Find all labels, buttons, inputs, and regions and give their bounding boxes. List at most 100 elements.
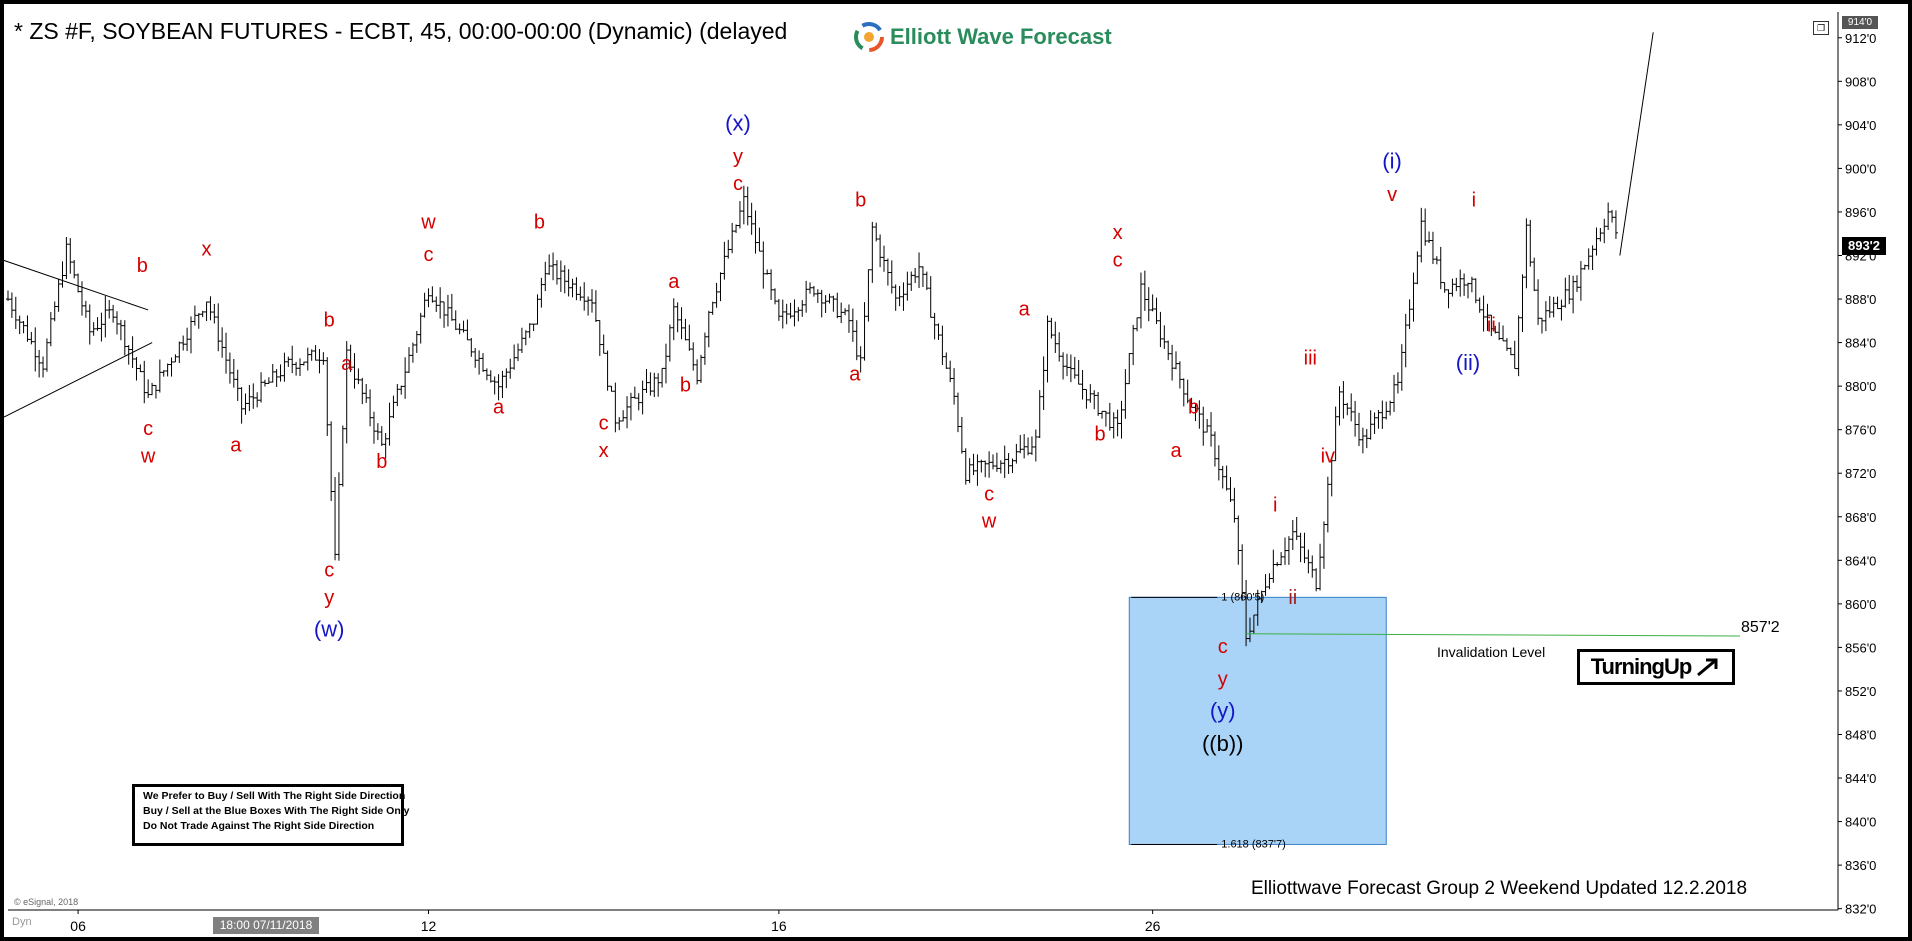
wave-label: c <box>1113 249 1123 271</box>
wave-label: b <box>534 211 545 233</box>
wave-label: c <box>599 413 609 435</box>
wave-label: w <box>981 511 997 533</box>
wave-label: (y) <box>1210 698 1236 723</box>
price-tick-label: 884'0 <box>1845 336 1876 351</box>
wave-label: a <box>1019 298 1031 320</box>
time-tick-label: 16 <box>771 918 787 934</box>
blue-box-layer: 1 (860'5) 1.618 (837'7) <box>1128 591 1387 850</box>
price-tick-label: 872'0 <box>1845 466 1876 481</box>
arrow-up-right-icon <box>1697 658 1718 677</box>
price-tick-label: 904'0 <box>1845 118 1876 133</box>
wave-label: y <box>1218 669 1228 691</box>
price-tick-label: 900'0 <box>1845 161 1876 176</box>
projection-line <box>1619 32 1654 256</box>
footer-note: Elliottwave Forecast Group 2 Weekend Upd… <box>1251 878 1748 899</box>
restore-window-icon[interactable]: ❐ <box>1813 21 1829 35</box>
blue-box-zone <box>1128 596 1387 845</box>
wave-label: c <box>143 418 153 440</box>
wave-label: a <box>668 271 680 293</box>
price-tick-label: 856'0 <box>1845 640 1876 655</box>
wave-label: i <box>1472 190 1476 212</box>
dyn-label: Dyn <box>12 916 32 928</box>
wave-label: ((b)) <box>1202 731 1244 756</box>
price-tick-label: 888'0 <box>1845 292 1876 307</box>
wave-label: b <box>324 309 335 331</box>
wave-label: a <box>341 353 353 375</box>
rule-line: Buy / Sell at the Blue Boxes With The Ri… <box>143 805 410 817</box>
logo-icon <box>854 22 884 52</box>
wave-label: y <box>324 587 334 609</box>
wave-label: a <box>493 396 505 418</box>
wave-label: b <box>376 451 387 473</box>
wave-label: b <box>855 190 866 212</box>
rule-line: Do Not Trade Against The Right Side Dire… <box>143 820 375 832</box>
wave-label: x <box>599 440 609 462</box>
wave-label: (i) <box>1382 148 1402 173</box>
time-tick-label: 26 <box>1145 918 1161 934</box>
price-chart[interactable]: 1 (860'5) 1.618 (837'7) 832'0 836'0 840'0 84… <box>4 4 1908 937</box>
invalidation-price-label: 857'2 <box>1741 619 1780 636</box>
wave-label: b <box>137 255 148 277</box>
wave-label: a <box>230 434 242 456</box>
price-tick-label: 912'0 <box>1845 31 1876 46</box>
triangle-lower-line <box>4 342 153 418</box>
logo-text: Elliott Wave Forecast <box>890 24 1112 49</box>
wave-label: w <box>140 445 156 467</box>
overlay-layer: Invalidation Level 857'2 <box>4 32 1780 660</box>
wave-label: iv <box>1321 445 1335 467</box>
wave-label: b <box>680 375 691 397</box>
price-tick-label: 880'0 <box>1845 379 1876 394</box>
price-tick-label: 844'0 <box>1845 771 1876 786</box>
price-tick-label: 832'0 <box>1845 902 1876 917</box>
wave-label: x <box>1113 222 1123 244</box>
price-tick-label: 840'0 <box>1845 815 1876 830</box>
fib-level-label: 1 (860'5) <box>1221 591 1264 603</box>
price-tick-label: 852'0 <box>1845 684 1876 699</box>
fib-level-label: 1.618 (837'7) <box>1221 838 1285 850</box>
chart-window: 1 (860'5) 1.618 (837'7) 832'0 836'0 840'0 84… <box>4 4 1908 937</box>
invalidation-line <box>1246 633 1741 637</box>
price-tick-label: 908'0 <box>1845 74 1876 89</box>
price-tick-label: 868'0 <box>1845 510 1876 525</box>
crosshair-date-label: 18:00 07/11/2018 <box>213 917 319 934</box>
wave-label: a <box>1170 440 1182 462</box>
wave-label: (w) <box>314 617 345 642</box>
wave-label: a <box>849 364 861 386</box>
price-tick-label: 876'0 <box>1845 423 1876 438</box>
axis-layer: 832'0 836'0 840'0 844'0 848'0 852'0 856'0 860'0… <box>8 12 1876 934</box>
price-tick-label: 864'0 <box>1845 553 1876 568</box>
wave-label: i <box>1273 494 1277 516</box>
turning-up-text: TurningUp <box>1590 654 1693 679</box>
wave-label: c <box>324 560 334 582</box>
wave-label: c <box>984 483 994 505</box>
wave-label: c <box>1218 636 1228 658</box>
price-tick-label: 860'0 <box>1845 597 1876 612</box>
wave-label: (x) <box>725 110 751 135</box>
trading-rules-box: We Prefer to Buy / Sell With The Right S… <box>132 784 410 846</box>
wave-label: c <box>733 173 743 195</box>
brand-logo: Elliott Wave Forecast <box>854 22 1112 52</box>
time-tick-label: 12 <box>421 918 437 934</box>
wave-label: b <box>1095 424 1106 446</box>
current-price-tag: 893'2 <box>1842 237 1886 255</box>
price-tick-label: 836'0 <box>1845 858 1876 873</box>
price-tick-label: 848'0 <box>1845 727 1876 742</box>
wave-label: iii <box>1304 347 1317 369</box>
wave-label: b <box>1188 396 1199 418</box>
turning-up-badge: TurningUp <box>1577 649 1735 685</box>
price-tick-label: 896'0 <box>1845 205 1876 220</box>
top-price-tag: 914'0 <box>1842 16 1878 29</box>
wave-label: c <box>423 244 433 266</box>
time-tick-label: 06 <box>70 918 86 934</box>
wave-label: x <box>202 238 212 260</box>
invalidation-label: Invalidation Level <box>1437 644 1545 660</box>
wave-label: ii <box>1487 315 1496 337</box>
chart-title: * ZS #F, SOYBEAN FUTURES - ECBT, 45, 00:… <box>14 18 788 44</box>
rule-line: We Prefer to Buy / Sell With The Right S… <box>143 790 406 802</box>
triangle-upper-line <box>4 259 149 311</box>
wave-label: y <box>733 146 743 168</box>
price-bars-layer <box>6 185 1618 647</box>
wave-label: (ii) <box>1456 350 1480 375</box>
wave-label: w <box>420 211 436 233</box>
